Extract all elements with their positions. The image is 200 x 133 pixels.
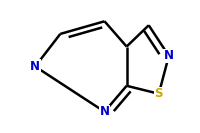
Text: N: N <box>30 60 40 73</box>
Text: S: S <box>154 87 162 100</box>
Text: N: N <box>163 49 173 62</box>
Text: N: N <box>99 105 109 118</box>
